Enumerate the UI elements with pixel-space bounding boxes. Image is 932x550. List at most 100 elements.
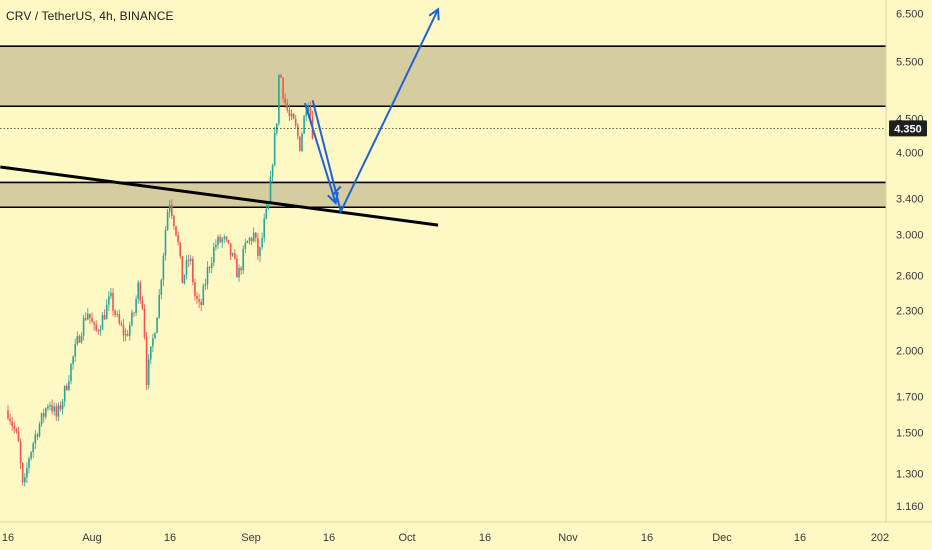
x-tick-label-8: 16 <box>641 532 653 544</box>
y-tick-label-3: 4.000 <box>896 147 924 159</box>
candle-105-body <box>227 239 230 244</box>
y-tick-label-1: 5.500 <box>896 56 924 68</box>
candle-14-body <box>36 434 39 437</box>
candle-9-body <box>26 468 28 478</box>
candle-107-body <box>231 253 234 256</box>
candle-20-body <box>49 405 51 407</box>
x-tick-label-7: Nov <box>558 532 578 544</box>
candle-28-body <box>66 385 68 390</box>
x-axis[interactable]: 16 Aug 16 Sep 16 Oct 16 Nov 16 Dec 16 202 <box>0 521 932 544</box>
candle-43-body <box>97 330 100 332</box>
candle-135-body <box>290 113 293 117</box>
candle-56-body <box>124 333 127 336</box>
candle-116-body <box>250 238 253 242</box>
candle-136-body <box>292 113 295 119</box>
candle-98-body <box>213 247 215 263</box>
zone-2-fill <box>0 182 886 208</box>
x-tick-label-1: Aug <box>82 532 102 544</box>
candle-86-body <box>187 260 190 261</box>
candle-127-body <box>273 132 276 166</box>
candle-93-body <box>202 285 205 306</box>
candle-49-body <box>110 292 112 297</box>
candle-73-body <box>160 279 163 295</box>
candle-41-body <box>93 322 95 325</box>
candle-64-body <box>141 300 144 309</box>
candle-106-body <box>229 243 232 256</box>
candle-18-body <box>45 408 47 417</box>
candle-89-body <box>194 282 196 296</box>
candle-99-body <box>215 244 217 248</box>
x-tick-label-2: 16 <box>164 532 176 544</box>
candle-15-body <box>38 424 41 437</box>
candle-16-body <box>40 413 43 425</box>
candle-77-body <box>168 204 171 212</box>
candle-88-body <box>192 258 194 283</box>
candle-104-body <box>225 236 228 240</box>
candle-129-body <box>278 75 280 124</box>
candle-7-body <box>21 463 24 483</box>
y-tick-label-12: 1.160 <box>896 501 924 513</box>
candle-111-body <box>240 268 242 271</box>
candle-59-body <box>131 312 133 326</box>
candle-92-body <box>200 301 202 306</box>
candles <box>7 73 314 487</box>
trendline <box>0 165 439 227</box>
candle-83-body <box>181 256 184 284</box>
candle-19-body <box>47 406 49 409</box>
candle-61-body <box>135 298 137 313</box>
candle-31-body <box>72 356 74 364</box>
y-tick-label-8: 2.000 <box>896 345 924 357</box>
y-tick-label-5: 3.000 <box>896 229 924 241</box>
candle-139-body <box>299 136 301 151</box>
y-axis[interactable]: 6.5005.5004.5004.0003.4003.0002.6002.300… <box>885 0 927 522</box>
candle-109-body <box>236 258 238 278</box>
candle-21-body <box>51 405 53 412</box>
candle-140-body <box>301 133 303 151</box>
candle-101-body <box>219 236 221 243</box>
candle-91-body <box>198 299 200 302</box>
candle-52-body <box>116 314 118 316</box>
candle-110-body <box>238 268 240 278</box>
candle-8-body <box>24 477 26 483</box>
candle-95-body <box>206 267 209 285</box>
candle-34-body <box>78 336 81 343</box>
projections <box>304 7 440 215</box>
candle-82-body <box>179 242 181 257</box>
candle-3-body <box>13 426 16 430</box>
candle-130-body <box>280 75 282 78</box>
candle-35-body <box>80 336 83 343</box>
candle-30-body <box>70 363 72 382</box>
candle-47-body <box>105 304 108 320</box>
candle-4-body <box>15 429 18 432</box>
projection-path-2 <box>304 102 337 204</box>
candle-117-body <box>252 232 255 242</box>
candle-54-body <box>120 323 123 326</box>
x-tick-label-0: 16 <box>2 532 14 544</box>
candle-141-body <box>303 115 305 134</box>
y-tick-label-11: 1.300 <box>896 468 924 480</box>
candle-50-body <box>112 292 114 311</box>
candle-126-body <box>271 165 274 177</box>
projection-path-3 <box>332 185 342 196</box>
candle-42-body <box>95 324 97 331</box>
candle-78-body <box>171 204 173 216</box>
candle-17-body <box>42 413 45 417</box>
candle-85-body <box>185 260 188 275</box>
candle-103-body <box>223 236 226 239</box>
candle-115-body <box>248 238 251 241</box>
candle-94-body <box>204 284 207 286</box>
candle-90-body <box>196 295 198 300</box>
candle-68-body <box>150 346 152 360</box>
candle-138-body <box>297 125 299 137</box>
candle-55-body <box>122 325 125 336</box>
x-tick-label-9: Dec <box>712 532 732 544</box>
current-price-badge <box>889 120 927 137</box>
x-tick-label-6: 16 <box>479 532 491 544</box>
x-tick-label-10: 16 <box>794 532 806 544</box>
projection-arrowhead-1 <box>428 7 440 21</box>
candle-119-body <box>257 238 259 257</box>
candle-133-body <box>286 103 289 111</box>
candle-108-body <box>234 253 236 259</box>
zones <box>0 45 886 209</box>
